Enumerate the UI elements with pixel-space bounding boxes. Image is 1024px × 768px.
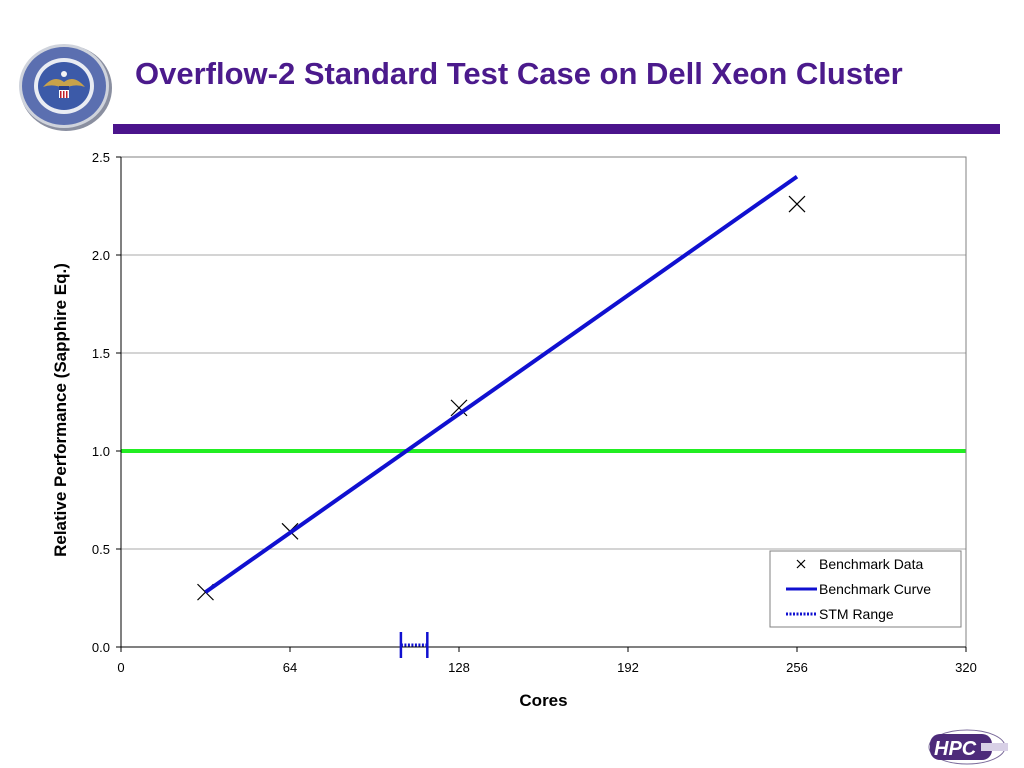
title-underline	[113, 124, 1000, 134]
svg-text:HPC: HPC	[934, 738, 977, 760]
legend-label-benchmark-curve: Benchmark Curve	[819, 581, 931, 597]
department-of-defense-seal	[19, 44, 112, 131]
y-tick-label-3: 1.5	[92, 346, 110, 361]
legend-label-benchmark-data: Benchmark Data	[819, 556, 923, 572]
slide-title: Overflow-2 Standard Test Case on Dell Xe…	[135, 56, 903, 91]
data-point-2	[450, 399, 468, 417]
x-tick-label-2: 128	[448, 660, 470, 675]
series-benchmark-curve	[204, 174, 799, 594]
x-tick-label-5: 320	[955, 660, 977, 675]
legend-key-benchmark-data	[796, 559, 806, 569]
hpc-logo: HPC	[928, 729, 1008, 765]
x-tick-label-0: 0	[117, 660, 124, 675]
x-tick-label-1: 64	[283, 660, 297, 675]
data-point-3-stroke-b	[788, 195, 806, 213]
stm-range-marker	[399, 632, 429, 658]
x-tick-label-3: 192	[617, 660, 639, 675]
legend-key-benchmark-data-stroke-b	[796, 559, 806, 569]
y-axis-title: Relative Performance (Sapphire Eq.)	[51, 263, 70, 557]
y-tick-label-0: 0.0	[92, 640, 110, 655]
y-tick-label-2: 1.0	[92, 444, 110, 459]
x-axis-title: Cores	[519, 691, 567, 710]
y-tick-label-5: 2.5	[92, 150, 110, 165]
y-tick-label-1: 0.5	[92, 542, 110, 557]
y-tick-label-4: 2.0	[92, 248, 110, 263]
data-point-3	[788, 195, 806, 213]
data-point-2-stroke-b	[450, 399, 468, 417]
x-tick-label-4: 256	[786, 660, 808, 675]
legend-label-stm-range: STM Range	[819, 606, 894, 622]
